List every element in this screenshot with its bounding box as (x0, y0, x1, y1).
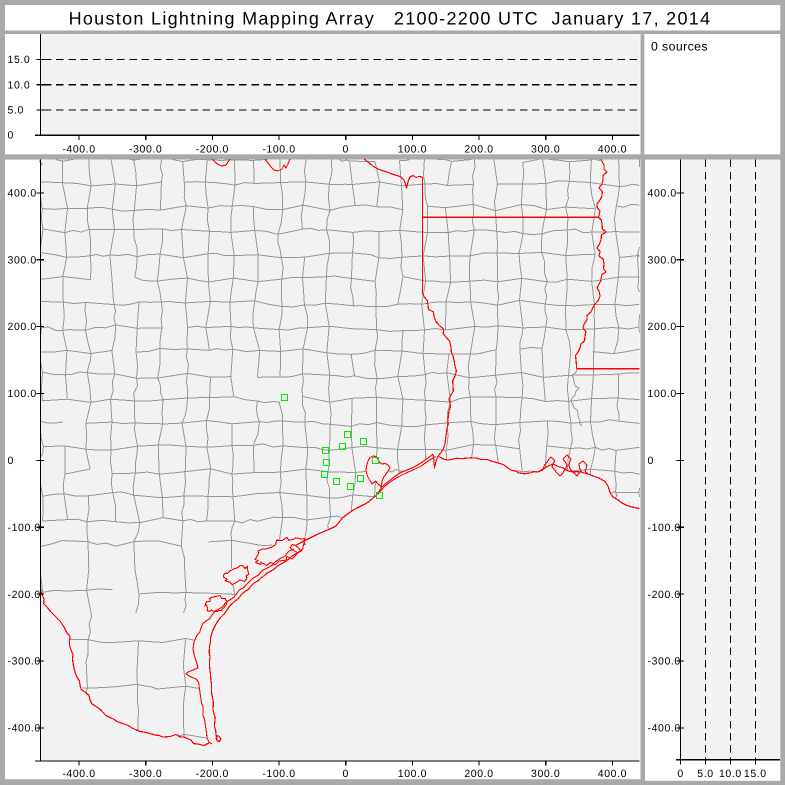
svg-text:0: 0 (8, 455, 14, 467)
svg-text:-400.0: -400.0 (648, 723, 681, 735)
svg-text:-200.0: -200.0 (648, 589, 681, 601)
svg-text:-200.0: -200.0 (196, 144, 229, 156)
svg-text:300.0: 300.0 (648, 254, 677, 266)
svg-text:-300.0: -300.0 (648, 656, 681, 668)
svg-text:400.0: 400.0 (598, 144, 627, 156)
svg-text:400.0: 400.0 (648, 188, 677, 200)
svg-text:200.0: 200.0 (464, 144, 493, 156)
svg-text:100.0: 100.0 (398, 144, 427, 156)
svg-text:200.0: 200.0 (8, 321, 37, 333)
svg-text:300.0: 300.0 (531, 768, 560, 780)
svg-text:400.0: 400.0 (598, 768, 627, 780)
svg-text:300.0: 300.0 (531, 144, 560, 156)
svg-text:-100.0: -100.0 (8, 522, 41, 534)
svg-text:-300.0: -300.0 (8, 656, 41, 668)
svg-text:-400.0: -400.0 (8, 723, 41, 735)
svg-text:0: 0 (8, 130, 14, 142)
svg-text:-400.0: -400.0 (62, 768, 95, 780)
svg-text:-200.0: -200.0 (8, 589, 41, 601)
svg-text:5.0: 5.0 (697, 768, 713, 780)
svg-text:200.0: 200.0 (648, 321, 677, 333)
svg-text:15.0: 15.0 (8, 54, 31, 66)
svg-text:-200.0: -200.0 (196, 768, 229, 780)
svg-text:100.0: 100.0 (8, 388, 37, 400)
svg-text:5.0: 5.0 (8, 105, 24, 117)
svg-text:400.0: 400.0 (8, 188, 37, 200)
svg-text:0: 0 (648, 455, 654, 467)
svg-text:Houston Lightning Mapping Arra: Houston Lightning Mapping Array 2100-220… (69, 9, 712, 29)
svg-text:200.0: 200.0 (464, 768, 493, 780)
svg-text:10.0: 10.0 (8, 79, 31, 91)
svg-text:-300.0: -300.0 (129, 144, 162, 156)
svg-text:15.0: 15.0 (744, 768, 767, 780)
svg-text:-300.0: -300.0 (129, 768, 162, 780)
svg-text:10.0: 10.0 (719, 768, 742, 780)
svg-text:300.0: 300.0 (8, 254, 37, 266)
svg-text:-100.0: -100.0 (262, 144, 295, 156)
svg-text:0: 0 (342, 144, 348, 156)
svg-text:0: 0 (342, 768, 348, 780)
svg-text:0: 0 (677, 768, 683, 780)
svg-text:100.0: 100.0 (648, 388, 677, 400)
svg-text:-100.0: -100.0 (262, 768, 295, 780)
svg-text:100.0: 100.0 (398, 768, 427, 780)
svg-text:-100.0: -100.0 (648, 522, 681, 534)
svg-text:0 sources: 0 sources (651, 40, 708, 54)
svg-text:-400.0: -400.0 (62, 144, 95, 156)
